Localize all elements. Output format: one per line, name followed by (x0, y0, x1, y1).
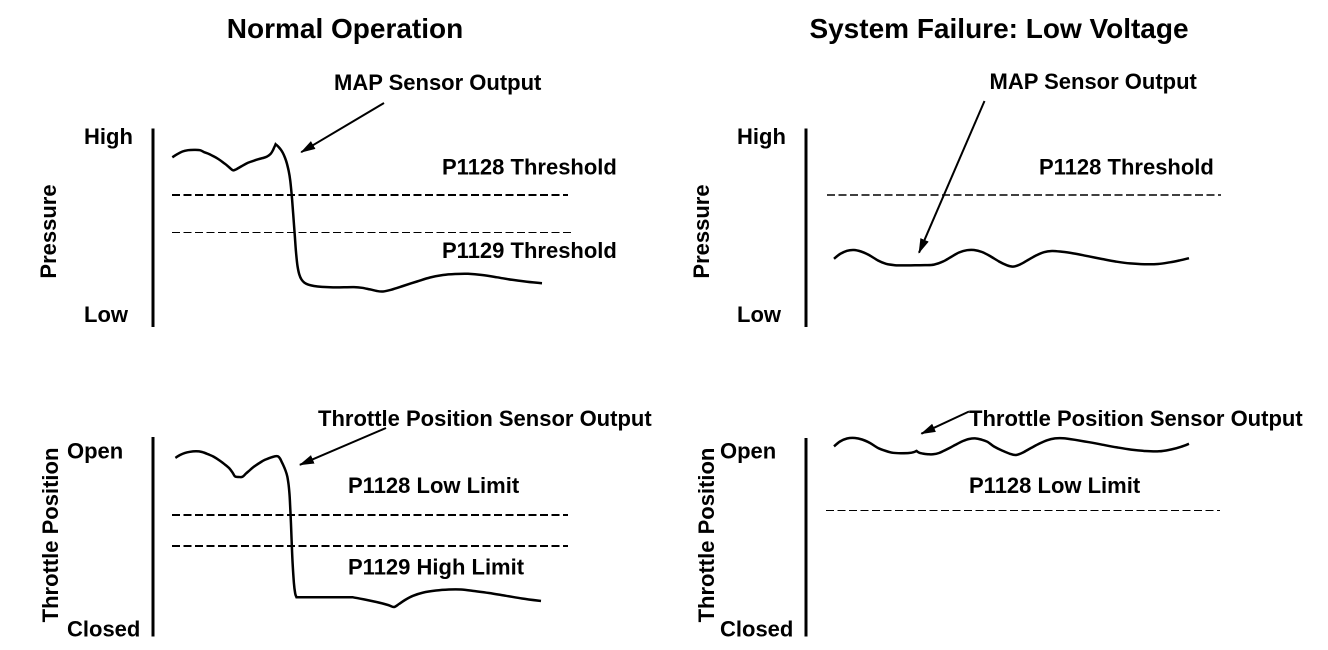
svg-text:Low: Low (737, 302, 782, 327)
svg-text:P1129 Threshold: P1129 Threshold (442, 238, 617, 263)
svg-text:System Failure: Low Voltage: System Failure: Low Voltage (809, 13, 1188, 44)
svg-text:P1128 Low Limit: P1128 Low Limit (348, 473, 520, 498)
svg-text:MAP Sensor Output: MAP Sensor Output (334, 70, 542, 95)
svg-text:Closed: Closed (67, 617, 140, 642)
svg-text:MAP Sensor Output: MAP Sensor Output (990, 69, 1198, 94)
svg-text:P1128 Threshold: P1128 Threshold (1039, 155, 1214, 180)
svg-text:P1128 Threshold: P1128 Threshold (442, 155, 617, 180)
svg-text:Low: Low (84, 302, 129, 327)
svg-text:High: High (737, 124, 786, 149)
svg-text:Throttle Position: Throttle Position (38, 448, 63, 623)
svg-text:Open: Open (67, 439, 123, 464)
svg-text:Throttle Position Sensor Outpu: Throttle Position Sensor Output (969, 406, 1303, 431)
svg-text:P1129 High Limit: P1129 High Limit (348, 555, 525, 580)
svg-text:Pressure: Pressure (689, 184, 714, 278)
svg-text:Closed: Closed (720, 617, 793, 642)
svg-text:Open: Open (720, 439, 776, 464)
svg-text:Normal Operation: Normal Operation (227, 13, 463, 44)
svg-text:Throttle Position: Throttle Position (694, 448, 719, 623)
svg-text:P1128 Low Limit: P1128 Low Limit (969, 473, 1141, 498)
svg-text:High: High (84, 124, 133, 149)
svg-text:Throttle Position Sensor Outpu: Throttle Position Sensor Output (318, 406, 652, 431)
svg-text:Pressure: Pressure (36, 184, 61, 278)
